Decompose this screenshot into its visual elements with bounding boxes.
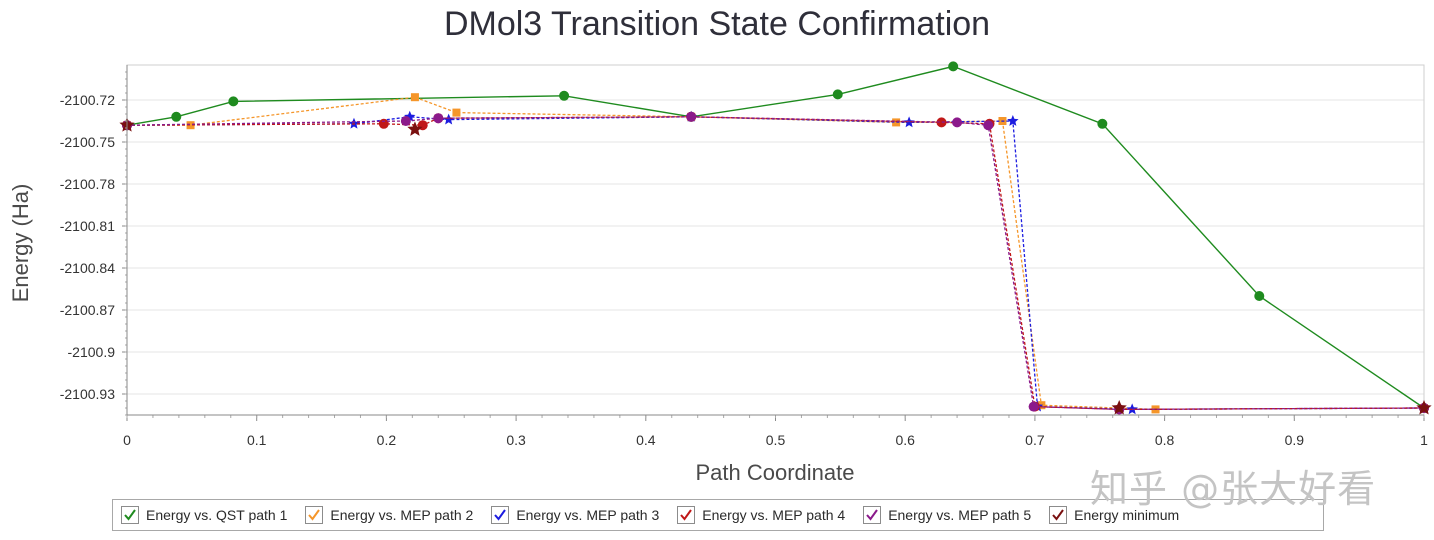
data-point [559,90,570,101]
plot-series [119,61,1432,415]
legend-item-5[interactable]: Energy vs. MEP path 5 [863,506,1031,524]
series-5 [122,111,1429,415]
x-tick-label: 0.7 [1025,432,1045,448]
checkbox-icon[interactable] [1049,506,1068,524]
y-tick-label: -2100.87 [60,302,115,318]
y-tick-label: -2100.81 [60,218,115,234]
plot-area-border [126,64,1425,416]
y-tick-label: -2100.93 [60,386,115,402]
chart-title: DMol3 Transition State Confirmation [444,5,990,43]
y-axis-label: Energy (Ha) [8,184,33,303]
x-tick-label: 0.1 [247,432,267,448]
data-point [1028,401,1039,412]
y-tick-label: -2100.78 [60,176,115,192]
checkbox-icon[interactable] [305,506,324,524]
data-point [442,113,455,125]
x-tick-label: 0.4 [636,432,656,448]
legend-label: Energy minimum [1074,507,1180,523]
watermark: 知乎 @张大好看 [1090,467,1377,511]
legend-label: Energy vs. MEP path 3 [516,507,660,523]
legend-label: Energy vs. MEP path 5 [888,507,1032,523]
legend-item-4[interactable]: Energy vs. MEP path 4 [677,506,845,524]
x-tick-label: 0.5 [766,432,786,448]
data-point [228,96,239,107]
series-line [126,65,1425,409]
data-point [832,89,843,100]
legend-label: Energy vs. MEP path 4 [702,507,846,523]
data-point [1416,400,1432,415]
x-tick-label: 1 [1420,432,1428,448]
data-point [400,116,411,126]
chart-legend: Energy vs. QST path 1 Energy vs. MEP path… [112,499,1324,531]
x-tick-label: 0.3 [506,432,526,448]
data-point [948,61,959,72]
checkbox-icon[interactable] [121,506,139,524]
x-tick-label: 0.9 [1285,432,1305,448]
data-point [892,118,901,127]
y-tick-label: -2100.72 [60,92,115,108]
data-point [410,93,419,102]
legend-item-3[interactable]: Energy vs. MEP path 3 [491,506,659,524]
data-point [348,117,360,129]
data-point [1007,115,1019,126]
y-tick-label: -2100.75 [60,134,115,150]
data-point [686,111,697,122]
legend-item-2[interactable]: Energy vs. MEP path 2 [305,506,473,524]
checkbox-icon[interactable] [863,506,882,524]
series-4 [122,111,1429,415]
series-3 [121,110,1430,415]
y-tick-label: -2100.84 [60,260,115,276]
data-point [1097,118,1108,129]
x-axis-label: Path Coordinate [696,460,855,485]
legend-item-6[interactable]: Energy minimum [1049,506,1179,524]
series-2 [123,93,1428,414]
data-point [407,121,423,136]
checkbox-icon[interactable] [677,506,696,524]
data-point [1111,400,1127,415]
legend-item-1[interactable]: Energy vs. QST path 1 [121,506,287,524]
series-line [127,96,1425,411]
data-point [952,117,963,128]
x-tick-label: 0.6 [895,432,915,448]
checkbox-icon[interactable] [491,506,510,524]
series-1 [122,61,1429,413]
data-point [186,121,195,130]
data-point [936,117,947,128]
data-point [983,120,994,131]
x-tick-label: 0.2 [377,432,397,448]
grid-lines [127,99,1424,395]
x-tick-label: 0.8 [1155,432,1175,448]
data-point [1254,291,1265,301]
data-point [452,108,461,117]
legend-label: Energy vs. MEP path 2 [330,507,474,523]
y-tick-label: -2100.9 [68,344,116,360]
data-point [433,113,444,124]
data-point [171,111,182,122]
axes: -2100.72 -2100.75 -2100.78 -2100.81 -2100.84… [60,65,1428,448]
series-6 [119,117,1432,415]
data-point [378,118,389,129]
x-tick-label: 0 [123,432,131,448]
legend-label: Energy vs. QST path 1 [146,507,288,523]
